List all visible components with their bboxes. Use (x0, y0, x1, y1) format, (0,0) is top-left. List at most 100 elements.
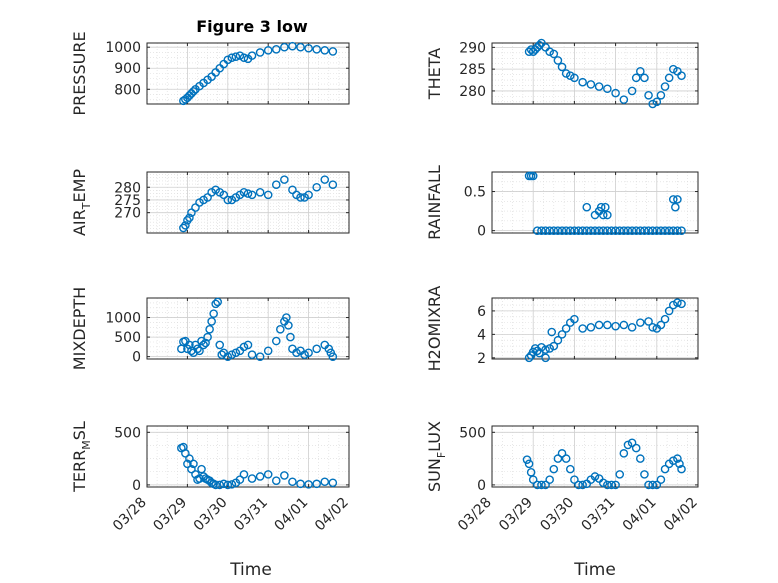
data-point (191, 203, 200, 212)
data-point (187, 464, 196, 474)
data-point (648, 480, 657, 490)
data-point (243, 189, 253, 198)
data-point (280, 42, 289, 52)
y-tick-label: 4 (477, 327, 486, 343)
y-axis-label: RAINFALL (425, 165, 444, 240)
data-point (215, 340, 225, 350)
data-point (312, 479, 321, 489)
data-point (223, 195, 233, 205)
data-point (549, 49, 559, 59)
data-point (185, 213, 194, 223)
data-point (677, 299, 686, 309)
data-point (668, 226, 678, 235)
data-point (664, 226, 674, 235)
data-point (255, 48, 265, 57)
data-point (213, 297, 222, 307)
data-point (219, 190, 229, 200)
data-point (545, 47, 554, 57)
figure-title: Figure 3 low (196, 17, 308, 36)
data-point (312, 344, 321, 354)
data-point (673, 298, 682, 307)
data-point (183, 215, 192, 225)
data-point (607, 480, 616, 490)
data-point (280, 471, 289, 480)
data-point (292, 348, 301, 358)
x-tick-label: 03/29 (150, 495, 190, 535)
data-point (211, 299, 220, 309)
data-point (541, 353, 550, 363)
data-point (328, 478, 338, 488)
data-point (209, 309, 218, 318)
data-point (578, 226, 587, 235)
data-point (615, 470, 625, 479)
data-point (677, 226, 686, 235)
data-point (561, 454, 571, 463)
y-axis-label: AIRTEMP (70, 169, 93, 236)
data-point (574, 480, 583, 490)
data-point (636, 318, 645, 327)
data-point (623, 440, 633, 450)
y-axis-label: MIXDEPTH (70, 287, 89, 370)
data-point (545, 226, 554, 235)
data-point (263, 470, 273, 479)
data-point (615, 226, 625, 235)
data-point (619, 449, 629, 458)
data-point (243, 340, 253, 350)
data-point (640, 470, 649, 479)
data-point (524, 459, 534, 469)
data-point (598, 210, 608, 220)
data-point (193, 344, 202, 354)
y-axis-label: H2OMIXRA (425, 286, 444, 372)
data-point (284, 321, 293, 330)
data-point (522, 455, 532, 464)
data-point (231, 348, 241, 358)
data-point (239, 188, 249, 197)
data-point (255, 188, 265, 197)
data-point (537, 342, 546, 352)
axes-box (146, 425, 350, 488)
x-tick-label: 04/02 (312, 495, 352, 535)
data-point (677, 71, 686, 80)
x-tick-label: 03/28 (455, 495, 495, 535)
axes-box (491, 425, 699, 488)
data-point (199, 340, 208, 350)
y-tick-label: 270 (114, 206, 141, 222)
data-point (590, 472, 600, 481)
subplot-8: 0 500 SUNFLUX 03/28 03/29 03/30 03/31 04/01 04/0… (425, 421, 701, 534)
data-point (528, 171, 538, 181)
data-point (528, 475, 538, 484)
data-point (611, 226, 620, 235)
y-axis-label-part: T (80, 202, 93, 210)
y-tick-label: 500 (114, 330, 141, 346)
data-point (570, 475, 579, 484)
data-point (541, 226, 550, 235)
data-point (207, 317, 216, 326)
y-tick-label: 1000 (105, 40, 141, 56)
y-axis-label: SUNFLUX (425, 421, 448, 492)
data-point (611, 480, 620, 490)
subplot-2: 280 285 290 THETA (425, 38, 699, 109)
data-point (227, 350, 237, 359)
data-point (660, 226, 670, 235)
data-point (247, 51, 257, 60)
data-point (533, 480, 542, 490)
data-point (288, 477, 297, 487)
y-axis-label-part: SL (70, 421, 89, 440)
y-tick-label: 1000 (105, 311, 141, 327)
data-point (594, 82, 604, 91)
data-point (561, 69, 571, 78)
x-tick-label: 04/01 (272, 495, 312, 535)
data-point (598, 226, 608, 235)
data-point (570, 73, 579, 83)
data-point (304, 348, 313, 358)
data-point (675, 459, 684, 469)
y-tick-label: 500 (459, 425, 486, 441)
data-point (187, 208, 196, 217)
data-point (195, 346, 204, 356)
data-point (203, 193, 212, 202)
data-point (223, 352, 233, 361)
data-point (668, 195, 678, 204)
y-tick-label: 275 (114, 193, 141, 209)
data-point (524, 353, 534, 363)
